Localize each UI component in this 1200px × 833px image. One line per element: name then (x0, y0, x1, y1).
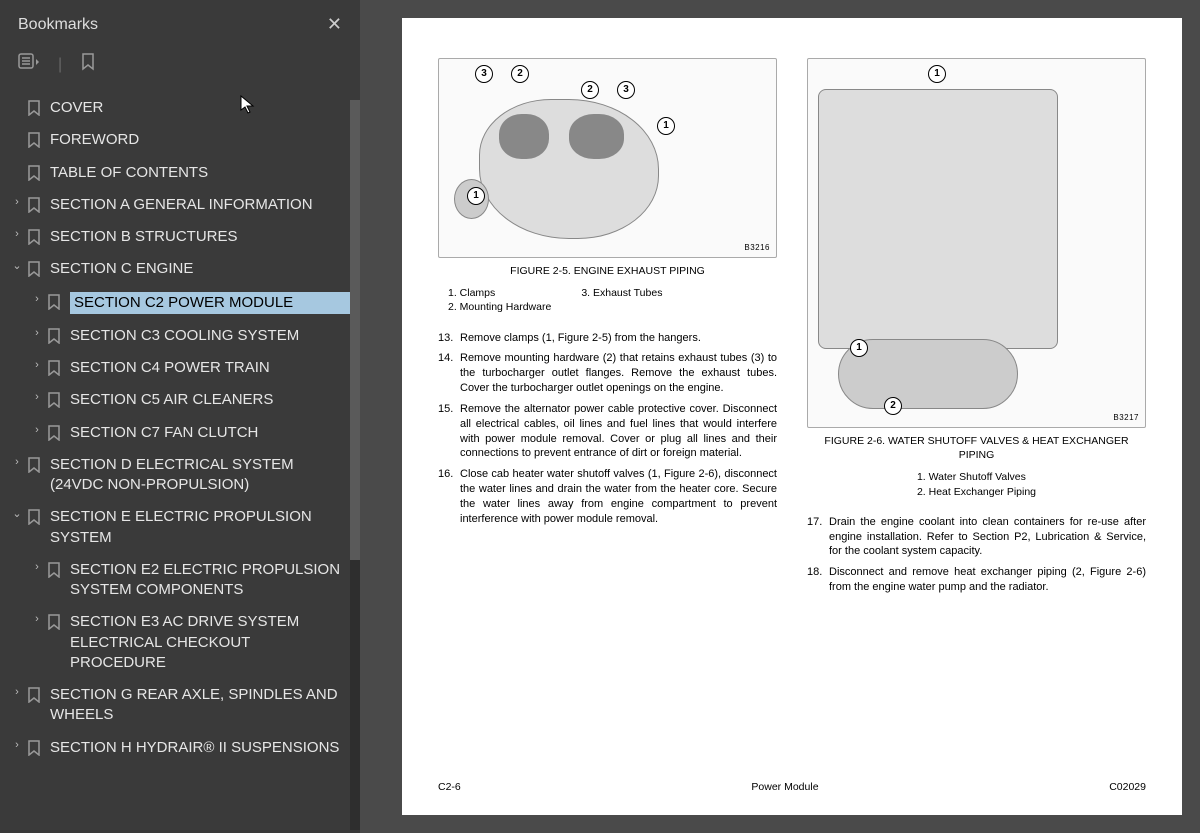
bookmark-item[interactable]: › SECTION C3 COOLING SYSTEM (2, 320, 356, 352)
figure-2-5-image: B3216 322311 (438, 58, 777, 258)
figure-2-5: B3216 322311 FIGURE 2-5. ENGINE EXHAUST … (438, 58, 777, 315)
bookmark-item[interactable]: › SECTION E2 ELECTRIC PROPULSION SYSTEM C… (2, 554, 356, 607)
chevron-icon[interactable]: › (28, 612, 46, 627)
chevron-icon[interactable]: ⌄ (8, 507, 26, 522)
chevron-icon[interactable]: › (8, 227, 26, 242)
options-icon[interactable] (18, 53, 40, 76)
bookmark-label: SECTION H HYDRAIR® II SUSPENSIONS (50, 738, 352, 758)
figure-2-6: B3217 1 1 2 FIGURE 2-6. WATER SHUTOFF VALV… (807, 58, 1146, 499)
procedure-step: 17.Drain the engine coolant into clean c… (807, 515, 1146, 560)
bookmark-label: SECTION C2 POWER MODULE (70, 292, 352, 314)
bookmark-label: SECTION C7 FAN CLUTCH (70, 423, 352, 443)
procedure-step: 16.Close cab heater water shutoff valves… (438, 467, 777, 526)
figure-legend: 1. Clamps 2. Mounting Hardware 3. Exhaus… (448, 286, 767, 314)
bookmark-item[interactable]: › SECTION H HYDRAIR® II SUSPENSIONS (2, 732, 356, 764)
bookmark-item[interactable]: › SECTION C4 POWER TRAIN (2, 352, 356, 384)
bookmark-label: SECTION C5 AIR CLEANERS (70, 390, 352, 410)
document-viewport[interactable]: B3216 322311 FIGURE 2-5. ENGINE EXHAUST … (360, 0, 1200, 833)
bookmark-item[interactable]: › SECTION C5 AIR CLEANERS (2, 384, 356, 416)
footer-right: C02029 (1109, 781, 1146, 793)
chevron-icon[interactable]: › (8, 455, 26, 470)
panel-header: Bookmarks ✕ (0, 0, 360, 45)
bookmark-item[interactable]: › SECTION A GENERAL INFORMATION (2, 189, 356, 221)
chevron-icon[interactable]: › (8, 738, 26, 753)
bookmark-label: SECTION D ELECTRICAL SYSTEM (24VDC NON-P… (50, 455, 352, 496)
chevron-icon[interactable]: › (28, 292, 46, 307)
callout-marker: 1 (850, 339, 868, 357)
callout-marker: 1 (467, 187, 485, 205)
callout-marker: 3 (617, 81, 635, 99)
figure-caption: FIGURE 2-6. WATER SHUTOFF VALVES & HEAT … (807, 434, 1146, 462)
chevron-icon[interactable]: ⌄ (8, 259, 26, 274)
bookmark-label: SECTION E3 AC DRIVE SYSTEM ELECTRICAL CH… (70, 612, 352, 673)
bookmark-item[interactable]: COVER (2, 92, 356, 124)
callout-marker: 2 (511, 65, 529, 83)
bookmark-item[interactable]: › SECTION D ELECTRICAL SYSTEM (24VDC NON-… (2, 449, 356, 502)
bookmark-item[interactable]: › SECTION G REAR AXLE, SPINDLES AND WHEEL… (2, 679, 356, 732)
bookmark-item[interactable]: › SECTION E3 AC DRIVE SYSTEM ELECTRICAL C… (2, 606, 356, 679)
bookmark-list: COVER FOREWORD TABLE OF CONTENTS › SECTION A… (0, 90, 360, 833)
bookmark-item[interactable]: ⌄ SECTION E ELECTRIC PROPULSION SYSTEM (2, 501, 356, 554)
footer-center: Power Module (751, 781, 818, 793)
bookmark-item[interactable]: ⌄ SECTION C ENGINE (2, 253, 356, 285)
bookmark-item[interactable]: › SECTION B STRUCTURES (2, 221, 356, 253)
footer-left: C2-6 (438, 781, 461, 793)
bookmark-label: SECTION B STRUCTURES (50, 227, 352, 247)
close-icon[interactable]: ✕ (327, 14, 342, 35)
panel-toolbar: | (0, 45, 360, 90)
scrollbar-thumb[interactable] (350, 100, 360, 560)
bookmark-label: SECTION C3 COOLING SYSTEM (70, 326, 352, 346)
chevron-icon[interactable]: › (28, 358, 46, 373)
bookmark-label: SECTION C ENGINE (50, 259, 352, 279)
figure-caption: FIGURE 2-5. ENGINE EXHAUST PIPING (438, 264, 777, 278)
bookmark-item[interactable]: TABLE OF CONTENTS (2, 157, 356, 189)
procedure-step: 14.Remove mounting hardware (2) that ret… (438, 351, 777, 396)
figure-legend: 1. Water Shutoff Valves 2. Heat Exchange… (817, 470, 1136, 498)
figure-code: B3217 (1113, 413, 1139, 424)
procedure-step: 18.Disconnect and remove heat exchanger … (807, 565, 1146, 595)
chevron-icon[interactable]: › (28, 326, 46, 341)
page: B3216 322311 FIGURE 2-5. ENGINE EXHAUST … (402, 18, 1182, 815)
right-column: B3217 1 1 2 FIGURE 2-6. WATER SHUTOFF VALV… (807, 58, 1146, 773)
callout-marker: 2 (581, 81, 599, 99)
bookmarks-panel: Bookmarks ✕ | COVER FOREWORD TABLE OF CONT… (0, 0, 360, 833)
bookmark-label: SECTION A GENERAL INFORMATION (50, 195, 352, 215)
callout-marker: 2 (884, 397, 902, 415)
page-footer: C2-6 Power Module C02029 (438, 773, 1146, 793)
bookmark-label: SECTION G REAR AXLE, SPINDLES AND WHEELS (50, 685, 352, 726)
chevron-icon[interactable]: › (28, 560, 46, 575)
bookmark-label: FOREWORD (50, 130, 352, 150)
bookmark-item[interactable]: › SECTION C7 FAN CLUTCH (2, 417, 356, 449)
bookmark-item[interactable]: FOREWORD (2, 124, 356, 156)
left-column: B3216 322311 FIGURE 2-5. ENGINE EXHAUST … (438, 58, 777, 773)
bookmark-label: TABLE OF CONTENTS (50, 163, 352, 183)
figure-2-6-image: B3217 1 1 2 (807, 58, 1146, 428)
chevron-icon[interactable]: › (8, 685, 26, 700)
callout-marker: 3 (475, 65, 493, 83)
bookmark-label: COVER (50, 98, 352, 118)
callout-marker: 1 (928, 65, 946, 83)
chevron-icon[interactable]: › (8, 195, 26, 210)
bookmark-label: SECTION C4 POWER TRAIN (70, 358, 352, 378)
bookmark-label: SECTION E2 ELECTRIC PROPULSION SYSTEM CO… (70, 560, 352, 601)
chevron-icon[interactable]: › (28, 423, 46, 438)
bookmark-item[interactable]: › SECTION C2 POWER MODULE (2, 286, 356, 320)
callout-marker: 1 (657, 117, 675, 135)
figure-code: B3216 (744, 243, 770, 254)
chevron-icon[interactable]: › (28, 390, 46, 405)
bookmark-label: SECTION E ELECTRIC PROPULSION SYSTEM (50, 507, 352, 548)
panel-title: Bookmarks (18, 16, 98, 34)
procedure-step: 13.Remove clamps (1, Figure 2-5) from th… (438, 331, 777, 346)
procedure-step: 15.Remove the alternator power cable pro… (438, 402, 777, 461)
bookmark-ribbon-icon[interactable] (80, 53, 96, 76)
